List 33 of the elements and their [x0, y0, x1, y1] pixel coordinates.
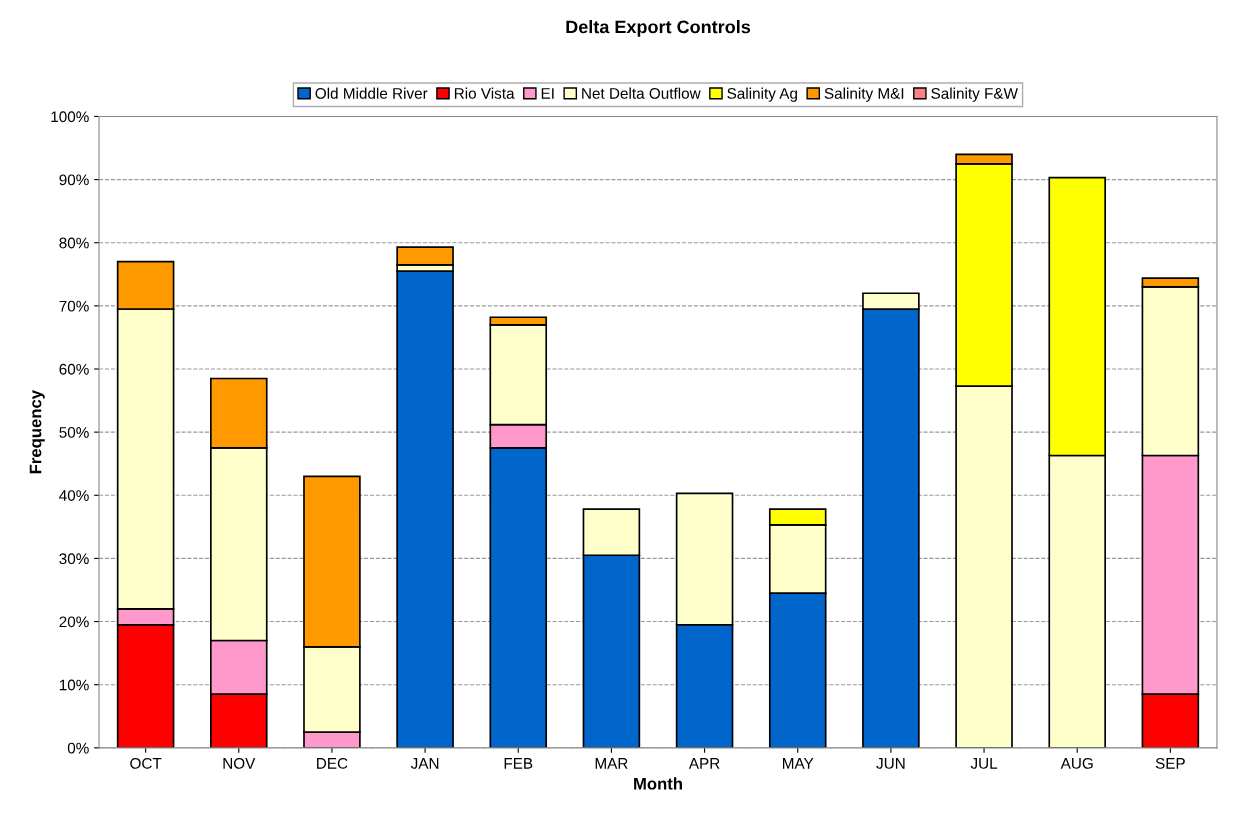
legend-label: Net Delta Outflow	[582, 87, 701, 99]
x-tick-label: JAN	[410, 758, 439, 769]
legend-label: Old Middle River	[315, 87, 428, 99]
legend-label: EI	[541, 88, 554, 99]
x-tick-label: MAY	[783, 758, 814, 769]
y-tick-label: 60%	[59, 363, 89, 375]
x-tick-label: FEB	[504, 758, 533, 769]
x-axis-title: Month	[634, 777, 682, 790]
y-tick-label: 20%	[59, 616, 89, 628]
x-tick-label: AUG	[1060, 757, 1093, 769]
x-tick-label: MAR	[595, 758, 628, 769]
legend-label: Salinity Ag	[727, 87, 797, 102]
y-tick-label: 10%	[59, 679, 89, 691]
legend-label: Rio Vista	[454, 87, 515, 99]
legend-label: Salinity F&W	[931, 87, 1018, 102]
y-tick-label: 80%	[59, 237, 89, 249]
y-tick-label: 30%	[59, 553, 89, 565]
x-tick-label: JUN	[876, 758, 905, 769]
x-tick-label: JUL	[970, 758, 998, 769]
y-tick-label: 70%	[59, 300, 89, 312]
legend-label: Salinity M&I	[824, 87, 904, 102]
x-tick-label: DEC	[317, 757, 348, 769]
y-tick-label: 90%	[59, 174, 89, 186]
y-tick-label: 100%	[51, 111, 89, 123]
y-tick-label: 0%	[67, 742, 89, 754]
chart-title: Delta Export Controls	[566, 20, 751, 37]
x-tick-label: NOV	[223, 757, 256, 769]
x-tick-label: APR	[688, 758, 720, 769]
x-tick-label: SEP	[1155, 757, 1185, 769]
x-tick-label: OCT	[130, 757, 162, 769]
y-tick-label: 40%	[59, 490, 89, 501]
y-tick-label: 50%	[59, 427, 89, 438]
y-axis-title: Frequency	[29, 390, 45, 474]
